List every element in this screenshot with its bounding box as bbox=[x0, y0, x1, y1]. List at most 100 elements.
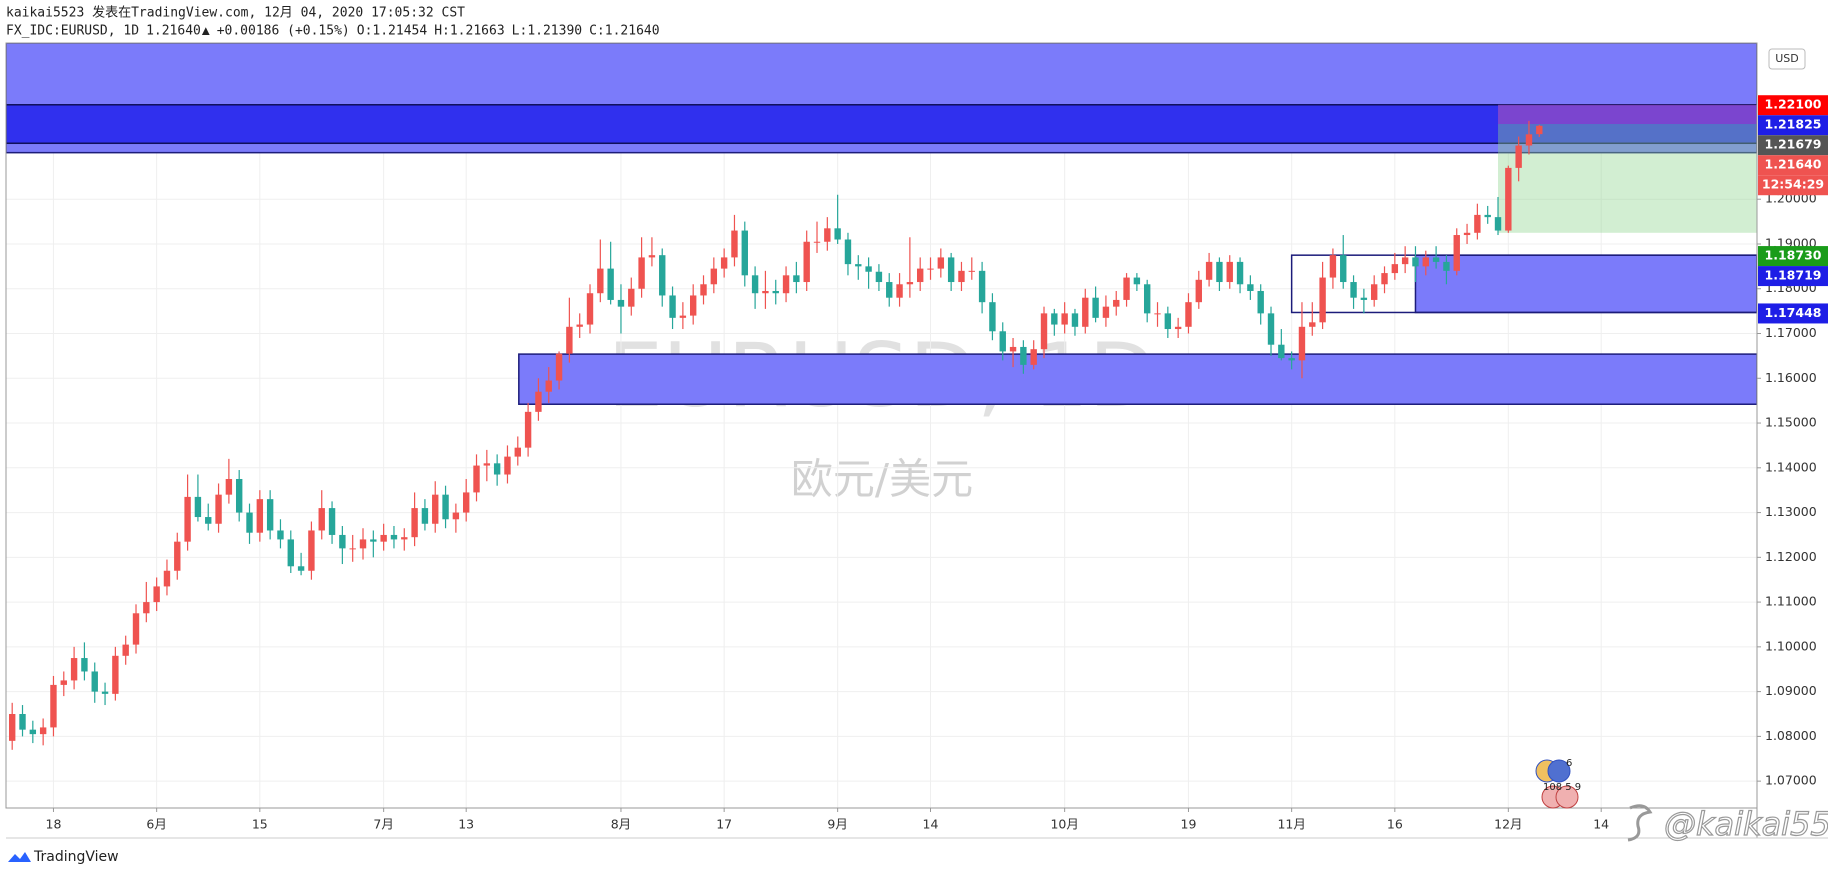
candle-body bbox=[514, 447, 521, 457]
x-tick-label: 6月 bbox=[146, 817, 166, 832]
price-label-bg bbox=[1758, 135, 1828, 156]
candle-body bbox=[256, 499, 264, 533]
candle-body bbox=[555, 353, 563, 381]
candle-body bbox=[70, 658, 78, 681]
change: +0.00186 (+0.15%) bbox=[217, 24, 350, 39]
candle-body bbox=[1319, 277, 1326, 323]
candle-body bbox=[1329, 255, 1337, 278]
price-label-bg bbox=[1758, 246, 1828, 267]
candle-body bbox=[1381, 273, 1388, 285]
logo-mark bbox=[8, 852, 31, 862]
candle-body bbox=[1360, 297, 1368, 300]
y-tick-label: 1.17000 bbox=[1765, 325, 1817, 340]
candle-body bbox=[896, 284, 903, 298]
x-tick-label: 14 bbox=[1593, 817, 1609, 832]
candle-body bbox=[958, 270, 965, 283]
candle-body bbox=[318, 508, 325, 531]
candle-body bbox=[1370, 284, 1378, 300]
candle-body bbox=[442, 494, 449, 520]
candle-body bbox=[1412, 257, 1419, 267]
candle-body bbox=[576, 324, 583, 327]
candle-body bbox=[617, 299, 625, 307]
tv-logo bbox=[8, 852, 31, 862]
candle-body bbox=[1288, 358, 1295, 361]
currency[interactable]: USD bbox=[1775, 52, 1799, 65]
ohlc-value: 1.21390 bbox=[527, 24, 582, 39]
candle-body bbox=[782, 275, 790, 294]
candles bbox=[8, 120, 1543, 750]
candle-body bbox=[421, 508, 429, 524]
candle-body bbox=[586, 293, 594, 325]
candle-body bbox=[1051, 313, 1058, 325]
candle-body bbox=[1247, 284, 1254, 291]
candle-body bbox=[720, 257, 728, 269]
ohlc-key: H: bbox=[434, 24, 450, 39]
candle-body bbox=[349, 548, 356, 550]
candle-body bbox=[648, 255, 656, 258]
candle-body bbox=[989, 302, 996, 332]
candle-body bbox=[401, 537, 408, 540]
ohlc-value: 1.21454 bbox=[372, 24, 427, 39]
candle-body bbox=[772, 290, 779, 294]
candle-body bbox=[937, 257, 945, 269]
candle-body bbox=[101, 691, 109, 694]
candle-body bbox=[1236, 261, 1244, 285]
candle-body bbox=[163, 570, 171, 587]
candle-body bbox=[297, 566, 305, 571]
candle-body bbox=[1267, 313, 1275, 345]
candle-body bbox=[1082, 297, 1089, 327]
ohlc-key: O: bbox=[357, 24, 373, 39]
candle-body bbox=[865, 266, 872, 272]
ohlc-value: 1.21663 bbox=[450, 24, 505, 39]
candle-body bbox=[132, 613, 140, 645]
candle-body bbox=[370, 539, 377, 542]
candle-body bbox=[1216, 261, 1223, 283]
price-label: 1.18730 bbox=[1765, 248, 1822, 263]
candle-body bbox=[1195, 279, 1202, 303]
currency-button[interactable] bbox=[1768, 48, 1806, 70]
candle-body bbox=[1061, 313, 1068, 325]
y-tick-label: 1.13000 bbox=[1765, 504, 1817, 519]
symbol: FX_IDC:EURUSD, 1D bbox=[6, 24, 139, 39]
candle-body bbox=[659, 255, 666, 296]
candle-body bbox=[473, 465, 480, 493]
candle-body bbox=[524, 411, 532, 448]
candle-body bbox=[1143, 284, 1151, 314]
candle-body bbox=[462, 492, 470, 513]
y-tick-label: 1.12000 bbox=[1765, 549, 1817, 564]
event-count: 6 bbox=[1566, 758, 1572, 769]
candle-body bbox=[1154, 313, 1161, 315]
candle-body bbox=[1278, 344, 1285, 359]
candle-body bbox=[638, 257, 645, 289]
candle-body bbox=[1350, 282, 1357, 298]
candle-body bbox=[597, 268, 604, 294]
candle-body bbox=[1536, 125, 1543, 135]
candle-body bbox=[1453, 235, 1460, 271]
candle-body bbox=[184, 496, 191, 542]
candle-body bbox=[19, 713, 26, 730]
x-tick-label: 15 bbox=[252, 817, 268, 832]
candle-body bbox=[1391, 264, 1399, 274]
candle-body bbox=[194, 496, 202, 518]
zone bbox=[518, 353, 1757, 405]
y-tick-label: 1.11000 bbox=[1765, 594, 1817, 609]
candle-body bbox=[390, 534, 398, 540]
candle-body bbox=[628, 288, 635, 307]
candle-body bbox=[380, 534, 387, 542]
candle-body bbox=[493, 463, 501, 475]
price-label: 1.21825 bbox=[1765, 117, 1822, 132]
candle-body bbox=[1443, 261, 1450, 271]
candle-body bbox=[886, 282, 893, 298]
candle-body bbox=[927, 268, 934, 270]
candle-body bbox=[762, 290, 769, 294]
price-label-bg bbox=[1758, 266, 1828, 287]
candle-body bbox=[91, 671, 98, 692]
candle-body bbox=[803, 241, 810, 283]
last-price: 1.21640 bbox=[146, 24, 201, 39]
price-label: 1.21640 bbox=[1765, 157, 1822, 172]
y-tick-label: 1.08000 bbox=[1765, 728, 1817, 743]
candle-body bbox=[287, 539, 294, 567]
weibo-icon bbox=[1627, 804, 1653, 842]
handle: @kaikai55 bbox=[1664, 805, 1828, 843]
candle-body bbox=[844, 239, 852, 265]
